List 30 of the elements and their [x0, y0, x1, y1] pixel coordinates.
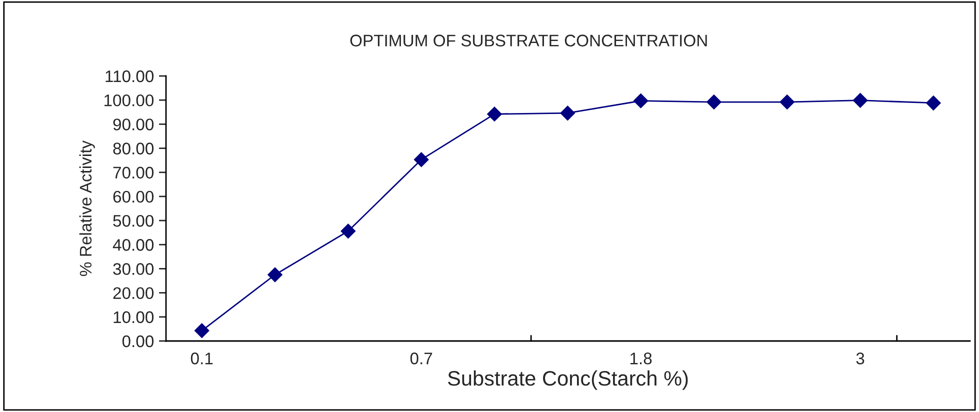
point — [926, 96, 941, 110]
x-axis-title: Substrate Conc(Starch %) — [448, 370, 688, 390]
point — [487, 106, 502, 122]
x-tick-label: 0.7 — [410, 352, 432, 364]
y-tick-label: 0.00 — [122, 335, 154, 348]
point — [560, 106, 576, 120]
y-axis-title: % Relative Activity — [79, 140, 95, 276]
y-tick-label: 10.00 — [114, 311, 154, 324]
y-tick-label: 60.00 — [113, 190, 154, 203]
x-tick-label: 0.1 — [190, 352, 213, 364]
chart-title: OPTIMUM OF SUBSTRATE CONCENTRATION — [350, 34, 707, 46]
point — [633, 93, 648, 108]
y-tick-label: 40.00 — [112, 239, 154, 251]
y-tick-label: 110.00 — [106, 70, 154, 82]
point — [340, 224, 356, 239]
y-tick-label: 50.00 — [113, 214, 154, 227]
y-tick-label: 30.00 — [113, 263, 154, 275]
y-tick-label: 80.00 — [113, 142, 154, 154]
point — [194, 323, 210, 338]
point — [852, 92, 868, 108]
point — [780, 94, 794, 110]
y-tick-label: 100.00 — [104, 94, 154, 106]
point — [268, 267, 282, 282]
x-tick-label: 1.8 — [630, 352, 652, 364]
x-tick-label: 3 — [856, 352, 864, 364]
point — [414, 152, 429, 167]
y-tick-label: 20.00 — [113, 287, 154, 300]
point — [706, 94, 722, 110]
y-tick-label: 70.00 — [113, 166, 154, 179]
y-tick-label: 90.00 — [113, 118, 154, 130]
